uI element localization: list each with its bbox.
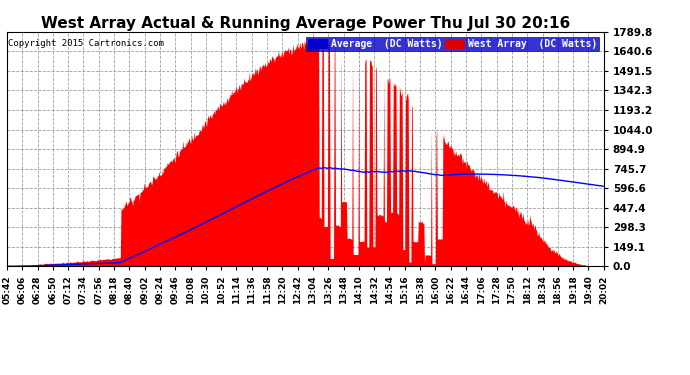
Title: West Array Actual & Running Average Power Thu Jul 30 20:16: West Array Actual & Running Average Powe… [41,16,570,31]
Text: Copyright 2015 Cartronics.com: Copyright 2015 Cartronics.com [8,39,164,48]
Legend: Average  (DC Watts), West Array  (DC Watts): Average (DC Watts), West Array (DC Watts… [306,37,599,51]
